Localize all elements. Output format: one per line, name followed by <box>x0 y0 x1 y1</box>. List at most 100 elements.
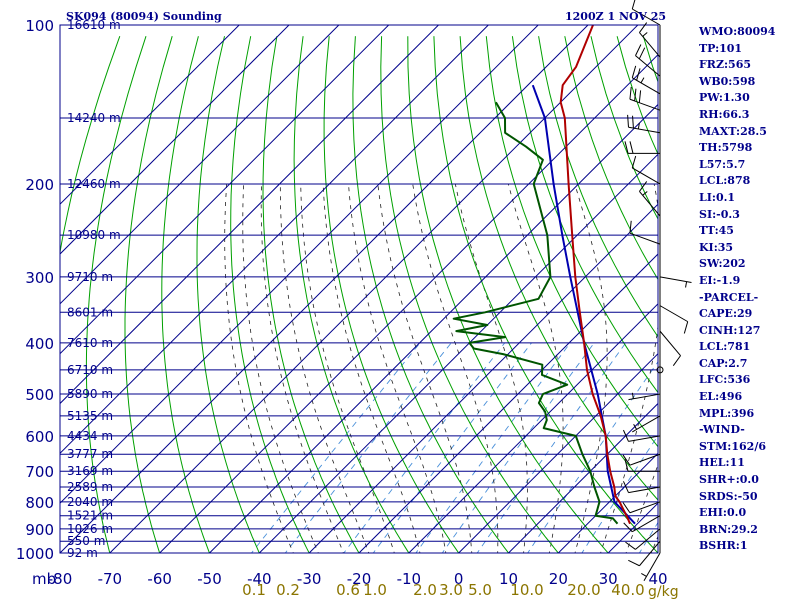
dry-adiabat-line <box>230 36 310 553</box>
index-item: FRZ:565 <box>699 58 752 72</box>
dry-adiabats <box>60 36 658 553</box>
dry-adiabat-line <box>564 36 658 281</box>
temperature-trace <box>559 25 631 525</box>
dry-adiabat-line <box>323 36 460 553</box>
height-label: 3777 m <box>67 447 113 461</box>
mixing-ratio-line <box>581 434 658 553</box>
pressure-tick-label: 900 <box>25 521 54 539</box>
mixing-ratio-label: 40.0 <box>611 581 644 599</box>
height-label: 5135 m <box>67 409 113 423</box>
temperature-axis: mb-80 -70 -60 -50 -40 -30 -20 -10 0 10 20 30 40 <box>32 570 668 588</box>
index-item: CAPE:29 <box>699 307 753 321</box>
pressure-tick-label: 100 <box>25 17 54 35</box>
isotherm-line <box>458 352 658 553</box>
height-label: 14240 m <box>67 111 121 125</box>
index-item: KI:35 <box>699 240 734 254</box>
height-label: 92 m <box>67 546 98 560</box>
dry-adiabat-line <box>85 36 147 553</box>
wind-barb <box>622 453 661 466</box>
height-label: 2040 m <box>67 495 113 509</box>
station-title: SK094 (80094) Sounding <box>66 10 222 23</box>
index-item: TT:45 <box>699 224 734 238</box>
wind-barb <box>631 65 661 95</box>
wind-barb <box>629 86 661 111</box>
dry-adiabat-line <box>459 36 658 501</box>
isotherm-line <box>60 25 439 405</box>
moist-adiabat-line <box>279 183 370 553</box>
wind-barb <box>622 481 661 494</box>
height-label: 1521 m <box>67 509 113 523</box>
isotherm-line <box>408 303 658 553</box>
mixing-ratio-label: 0.2 <box>276 581 300 599</box>
height-label: 8601 m <box>67 305 113 319</box>
mixing-ratio-label: 20.0 <box>567 581 600 599</box>
height-label: 12460 m <box>67 177 121 191</box>
isotherm-line <box>60 25 489 455</box>
temp-tick-label: -40 <box>247 570 272 588</box>
dry-adiabat-line <box>380 36 560 553</box>
isotherm-line <box>60 25 290 255</box>
moist-adiabats <box>224 183 658 553</box>
isotherm-line <box>159 53 658 553</box>
index-item: CINH:127 <box>699 323 761 337</box>
wind-barb <box>628 392 661 401</box>
valid-time: 1200Z 1 NOV 25 <box>565 10 667 23</box>
wind-barb <box>624 141 660 154</box>
mixing-ratio-unit: g/kg <box>648 584 679 600</box>
pressure-tick-label: 200 <box>25 176 54 194</box>
wind-barb <box>632 415 661 433</box>
index-item: EL:496 <box>699 390 743 404</box>
index-item: LCL:878 <box>699 174 751 188</box>
isotherm-line <box>258 153 658 553</box>
index-item: SHR+:0.0 <box>699 473 759 487</box>
isotherm-line <box>557 452 658 553</box>
temp-tick-label: 10 <box>499 570 518 588</box>
mixing-ratio-label: 5.0 <box>468 581 492 599</box>
isotherm-line <box>60 25 340 305</box>
height-label: 6710 m <box>67 363 113 377</box>
height-label: 5890 m <box>67 387 113 401</box>
mixing-ratio-line <box>476 342 627 553</box>
isotherm-line <box>209 103 658 553</box>
index-item: EI:-1.9 <box>699 273 741 287</box>
wind-barb <box>659 305 689 334</box>
moist-adiabat-line <box>507 183 564 553</box>
index-item: SRDS:-50 <box>699 489 758 503</box>
pressure-tick-label: 500 <box>25 386 54 404</box>
wind-barb <box>639 22 661 58</box>
isotherm-line <box>60 25 539 504</box>
moist-adiabat-line <box>454 183 528 553</box>
dry-adiabat-line <box>60 36 121 553</box>
index-item: SW:202 <box>699 257 746 271</box>
height-label: 10980 m <box>67 228 121 242</box>
moist-adiabat-line <box>348 183 447 553</box>
dry-adiabat-line <box>511 36 658 394</box>
index-item: -WIND- <box>699 423 745 437</box>
height-label: 550 m <box>67 534 105 548</box>
height-label: 2589 m <box>67 480 113 494</box>
wind-barb <box>631 155 661 185</box>
dry-adiabat-line <box>407 36 609 553</box>
temp-tick-label: -10 <box>397 570 422 588</box>
isotherm-line <box>358 253 658 553</box>
temp-tick-label: 20 <box>549 570 568 588</box>
pressure-tick-label: 600 <box>25 428 54 446</box>
wind-barb <box>622 501 661 514</box>
moist-adiabat-line <box>260 183 344 553</box>
temp-tick-label: -60 <box>147 570 172 588</box>
temp-tick-label: -30 <box>297 570 322 588</box>
moist-adiabat-line <box>300 183 395 553</box>
isotherm-line <box>109 25 639 553</box>
index-item: CAP:2.7 <box>699 356 748 370</box>
dry-adiabat-line <box>196 36 260 553</box>
pressure-tick-label: 400 <box>25 335 54 353</box>
mixing-ratio-label: 0.1 <box>242 581 266 599</box>
wind-barb <box>659 276 692 288</box>
height-label: 1026 m <box>67 522 113 536</box>
wind-barb <box>627 114 661 134</box>
height-label: 7610 m <box>67 336 113 350</box>
height-labels: 16610 m 14240 m 12460 m 10980 m 9710 m 8601 m… <box>67 18 121 560</box>
moist-adiabat-line <box>322 183 421 553</box>
sounding-profiles <box>452 25 636 525</box>
wind-barb <box>623 515 661 533</box>
